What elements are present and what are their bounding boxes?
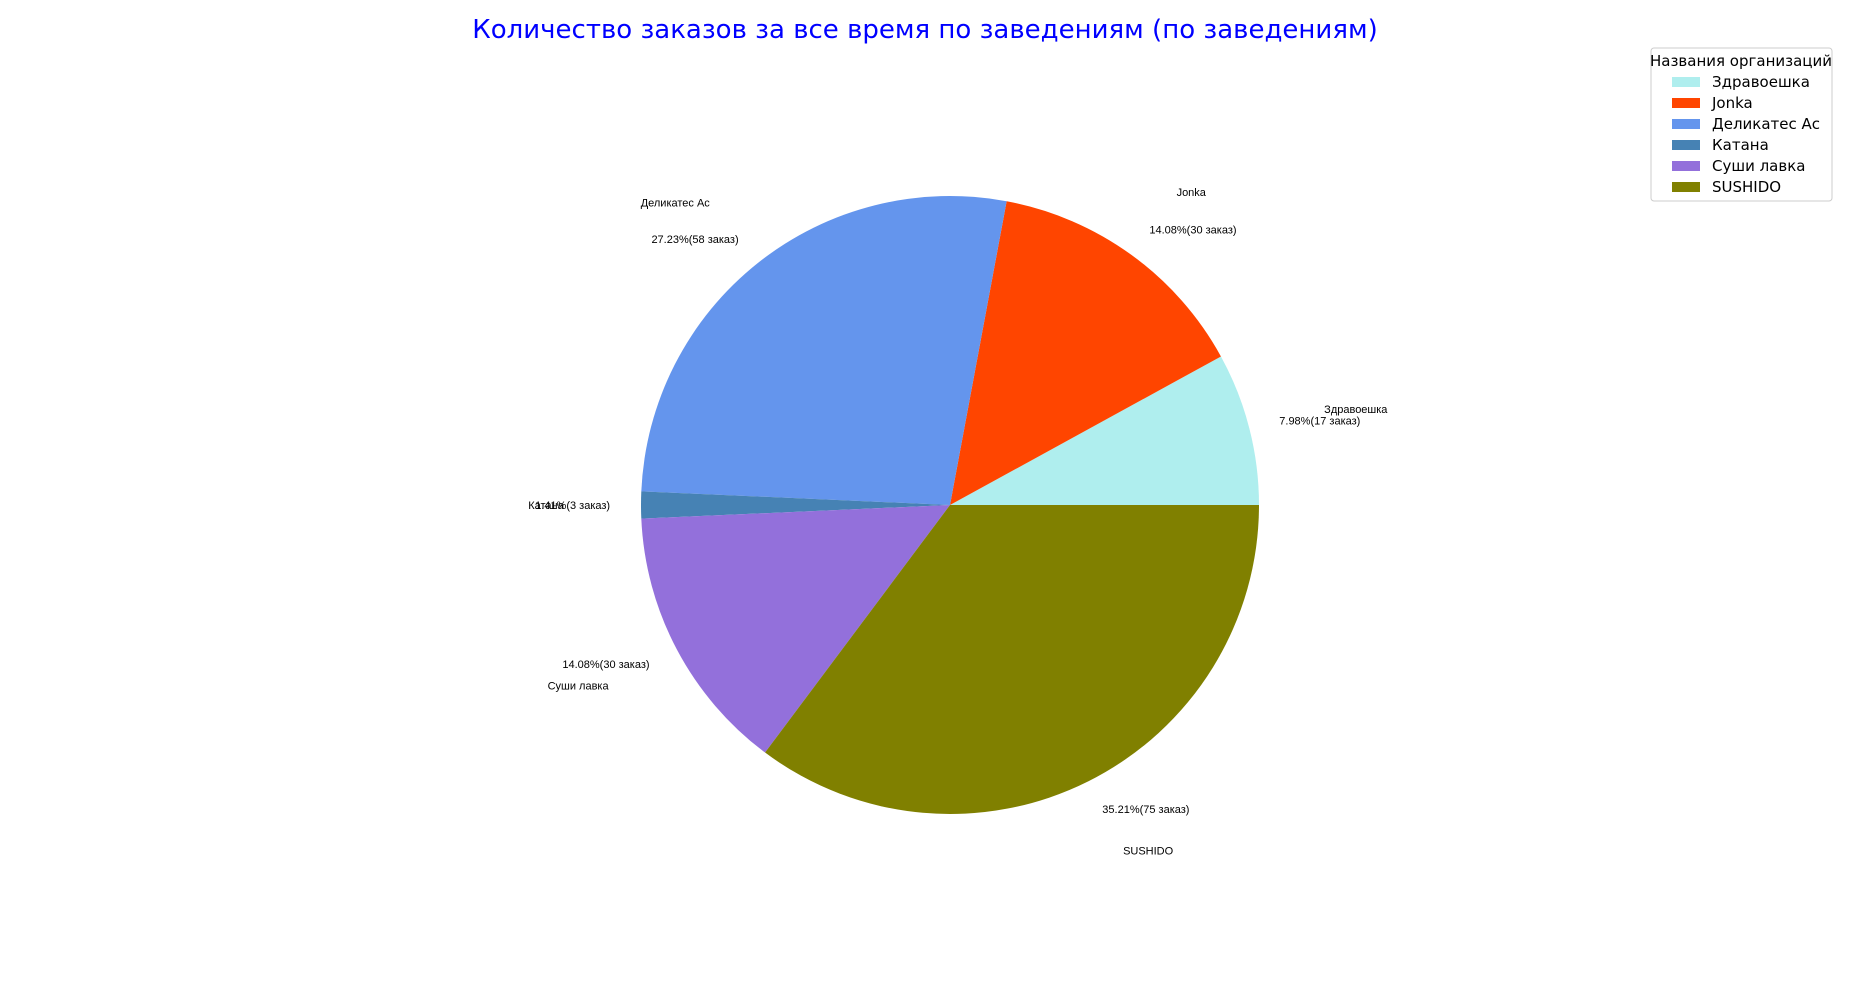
slice-percent-label-5: 14.08%(30 заказ)	[562, 659, 649, 671]
slice-label-6: SUSHIDO	[1123, 845, 1174, 857]
pie-slice-1	[950, 356, 1259, 505]
slice-percent-label-6: 35.21%(75 заказ)	[1102, 804, 1189, 816]
legend-swatch-6	[1672, 182, 1700, 192]
slice-label-1: Здравоешка	[1324, 404, 1388, 416]
slice-label-4: Катана	[528, 500, 564, 512]
legend-title: Названия организаций	[1650, 52, 1832, 70]
slice-percent-label-3: 27.23%(58 заказ)	[651, 234, 738, 246]
slice-percent-label-4: 1.41%(3 заказ)	[535, 500, 610, 512]
slice-label-5: Суши лавка	[548, 681, 610, 693]
pie-slice-6	[765, 505, 1259, 814]
legend-swatch-3	[1672, 119, 1700, 129]
slice-percent-label-1: 7.98%(17 заказ)	[1279, 416, 1360, 428]
pie-slice-5	[641, 505, 950, 753]
pie-slice-4	[640, 491, 950, 519]
slice-label-2: Jonka	[1177, 187, 1207, 199]
legend-swatch-5	[1672, 161, 1700, 171]
slice-percent-label-2: 14.08%(30 заказ)	[1149, 225, 1236, 237]
legend-label-1: Здравоешка	[1712, 73, 1810, 91]
legend-swatch-2	[1672, 98, 1700, 108]
chart-title: Количество заказов за все время по завед…	[472, 15, 1377, 45]
legend-label-3: Деликатес Ас	[1712, 115, 1820, 133]
slice-label-3: Деликатес Ас	[641, 198, 711, 210]
pie-slice-3	[641, 196, 1007, 505]
legend-label-2: Jonka	[1711, 94, 1753, 112]
legend-label-4: Катана	[1712, 136, 1769, 154]
pie-slice-2	[950, 201, 1221, 506]
legend-swatch-1	[1672, 77, 1700, 87]
legend-label-6: SUSHIDO	[1712, 178, 1781, 196]
legend: Названия организаций Здравоешка Jonka Дели…	[1650, 47, 1833, 202]
pie-slices	[640, 196, 1259, 814]
legend-label-5: Суши лавка	[1712, 157, 1805, 175]
legend-swatch-4	[1672, 140, 1700, 150]
